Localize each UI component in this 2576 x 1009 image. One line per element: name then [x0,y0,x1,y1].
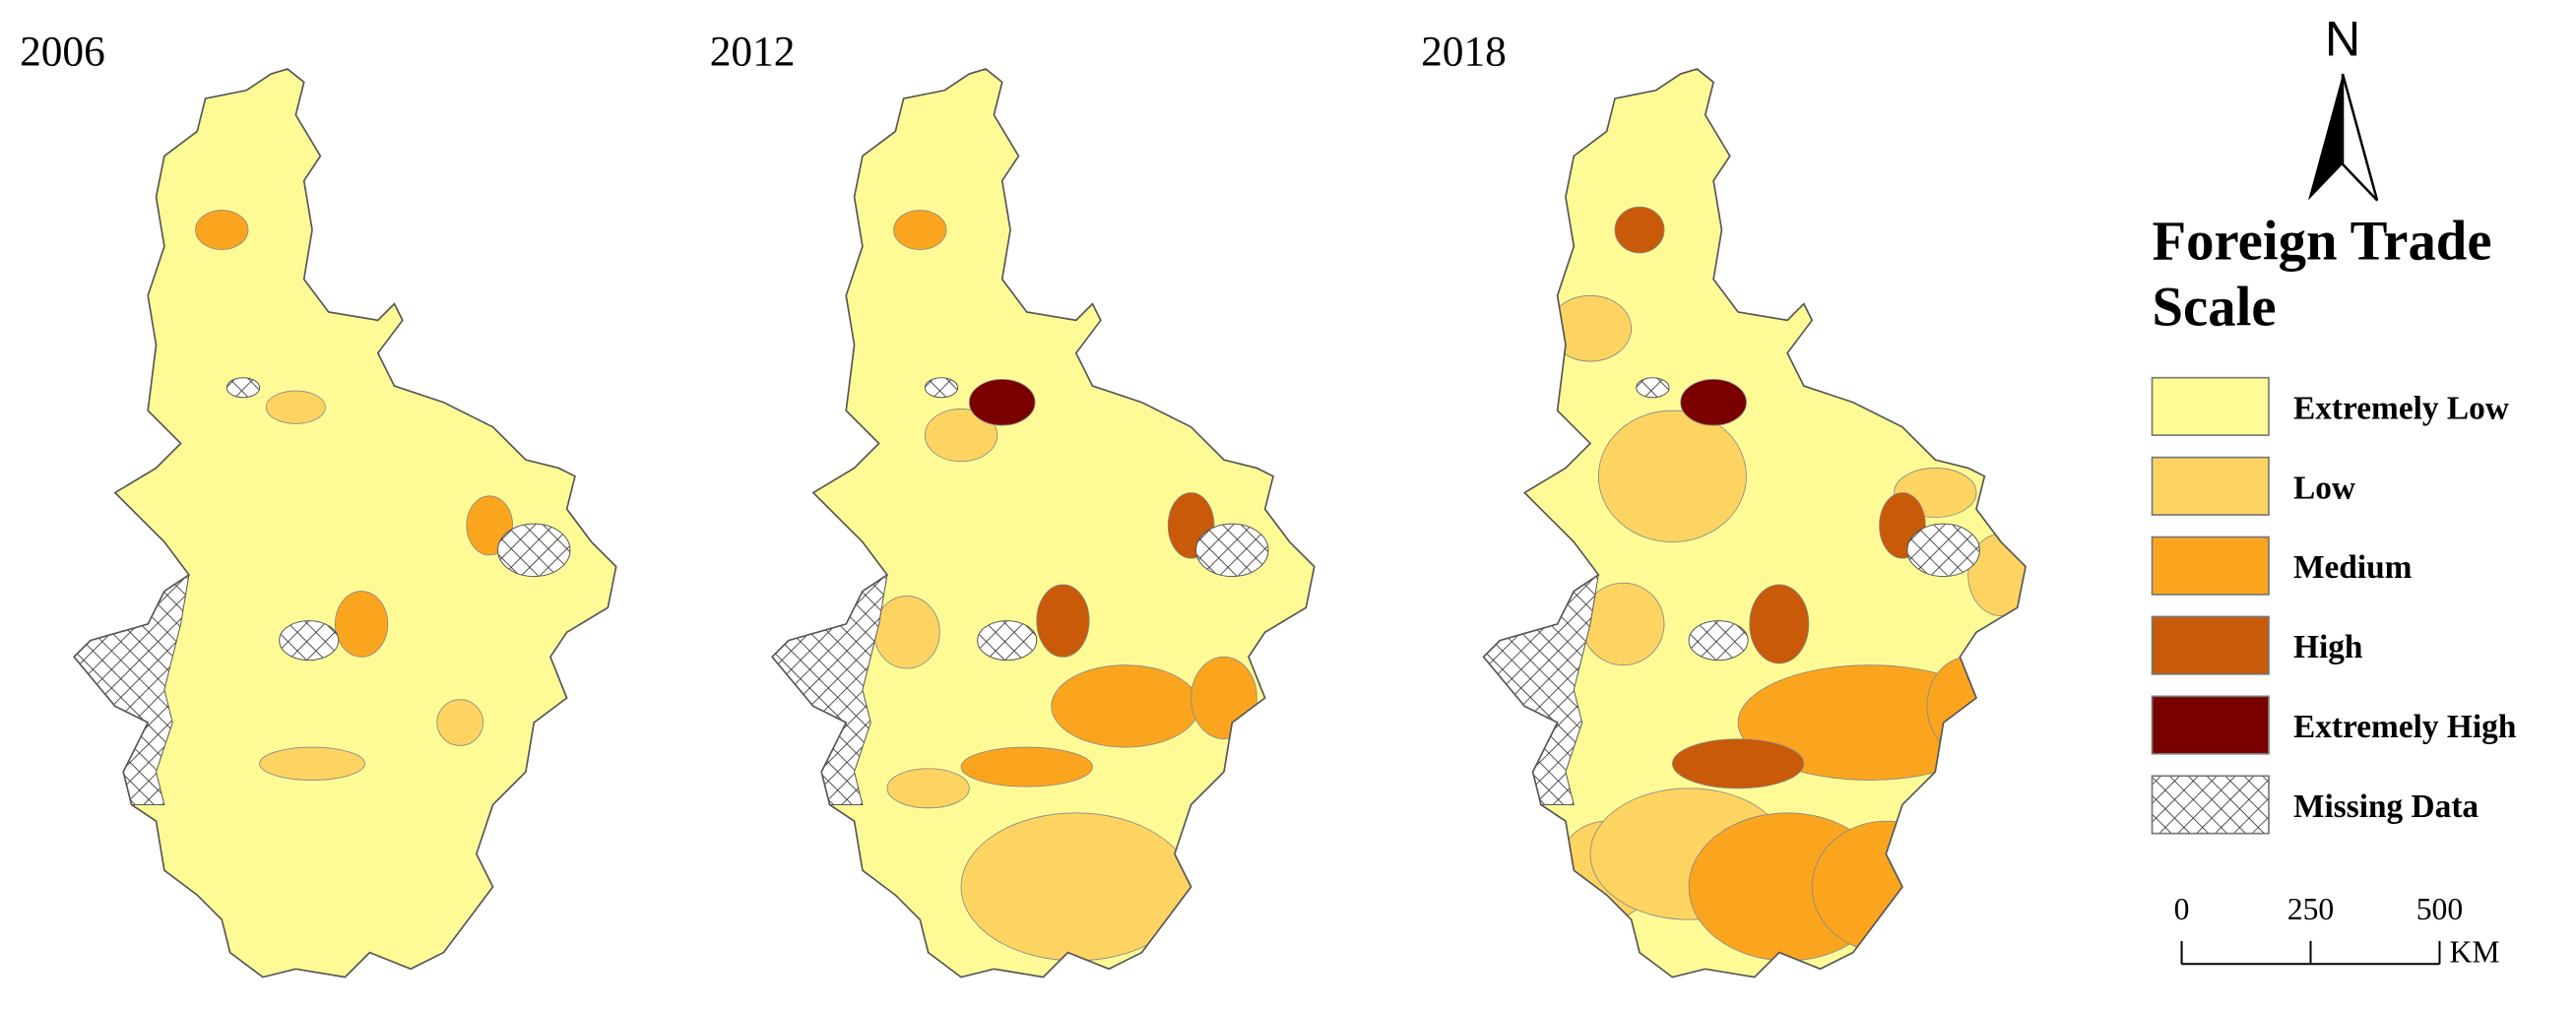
missing-region [1688,620,1749,662]
legend-label: Low [2293,470,2355,506]
region [924,408,998,463]
map [771,68,1316,978]
region [968,378,1036,426]
region [1671,738,1805,789]
region [1548,294,1633,362]
legend-title: Foreign Trade [2153,211,2492,273]
region [1036,584,1090,658]
scale-tick-label: 0 [2174,892,2190,926]
region [1680,378,1747,426]
legend-swatch [2151,695,2270,755]
legend-swatch [2151,456,2270,516]
region [265,390,326,424]
scale-tick-label: 250 [2287,892,2335,926]
legend-title: Scale [2153,276,2277,338]
region [436,699,483,746]
legend-swatch [2151,376,2270,436]
legend-label: Missing Data [2293,788,2479,825]
region [195,210,249,250]
legend-label: Medium [2293,549,2413,586]
legend-label: Extremely High [2293,709,2517,745]
region [1597,410,1747,542]
map-year: 2012 [710,29,796,76]
region [1926,656,2010,756]
region [1811,820,1961,954]
region [1051,664,1200,748]
legend: N Foreign Trade Scale Extremely Low Low Me… [2151,12,2517,835]
region [886,768,970,809]
region [1191,656,1257,740]
legend-label: High [2293,629,2363,665]
map-year: 2006 [20,29,105,76]
missing-region [1195,523,1269,578]
north-label: N [2325,12,2360,67]
maps: 2006 2012 2018 [20,29,2027,978]
region [259,746,365,781]
north-arrow-left [2308,74,2344,201]
region [1614,206,1665,254]
map-base [74,69,616,977]
missing-region [225,377,261,399]
map-year: 2018 [1421,29,1507,76]
map [73,68,617,978]
legend-label: Extremely Low [2293,390,2509,426]
missing-region [977,620,1038,662]
missing-region [1636,377,1670,399]
region [1749,584,1810,664]
north-arrow-right [2341,73,2379,202]
region [960,746,1093,788]
legend-swatch [2151,775,2270,835]
region [873,596,940,669]
region [893,210,947,250]
map [1482,68,2027,978]
legend-swatch [2151,536,2270,596]
scale-tick-label: 500 [2416,892,2464,926]
missing-region [497,523,571,578]
missing-region [924,377,959,399]
map-regions [74,210,571,805]
legend-swatch [2151,615,2270,675]
region [960,812,1191,962]
map-regions [772,210,1269,962]
region [334,591,389,658]
scale-unit: KM [2449,935,2499,970]
missing-region [1906,523,1980,578]
missing-region [279,620,340,662]
scale-bar: 0 250 500 KM [2174,892,2500,969]
